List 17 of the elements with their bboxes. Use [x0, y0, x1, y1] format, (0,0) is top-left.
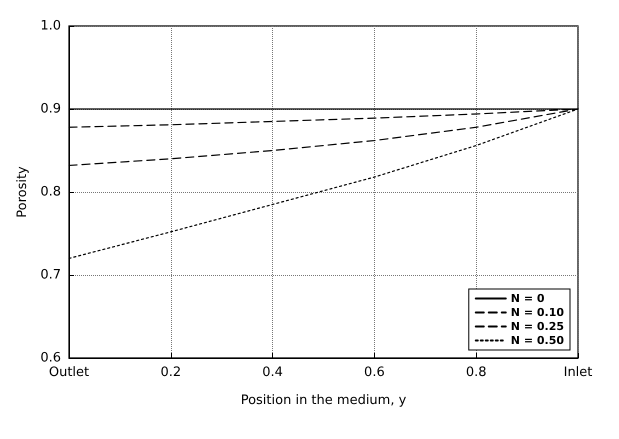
y-tick-label: 1.0 — [40, 18, 61, 34]
x-tick-label: 0.2 — [160, 365, 182, 380]
y-axis-title: Porosity — [15, 166, 30, 218]
y-tick-label: 0.7 — [40, 268, 61, 282]
x-tick-label: 0.8 — [466, 365, 487, 380]
x-tick-label: Inlet — [564, 365, 592, 380]
legend-label: N = 0.10 — [510, 306, 564, 319]
legend-label: N = 0.50 — [510, 334, 564, 347]
legend-label: N = 0 — [510, 292, 545, 305]
x-axis-title: Position in the medium, y — [240, 393, 407, 408]
x-tick-label: 0.4 — [262, 365, 283, 380]
y-tick-label: 0.9 — [40, 102, 61, 116]
y-tick-label: 0.6 — [40, 350, 61, 366]
x-tick-label: Outlet — [48, 365, 90, 380]
legend-label: N = 0.25 — [510, 320, 564, 333]
x-tick-label: 0.6 — [364, 365, 385, 380]
y-tick-label: 0.8 — [40, 184, 61, 200]
